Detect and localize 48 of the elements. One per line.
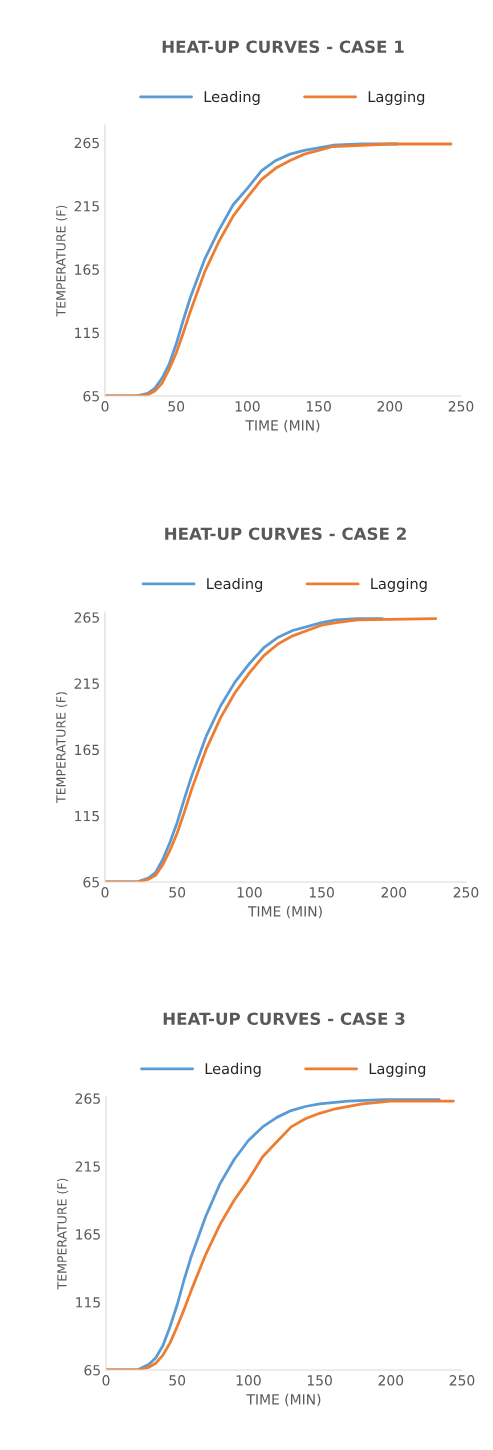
- y-tick-label: 165: [75, 744, 99, 756]
- y-tick-label: 265: [75, 1093, 100, 1104]
- x-tick-label: 100: [237, 887, 262, 898]
- y-tick-label: 65: [84, 1364, 100, 1376]
- x-tick-label: 50: [168, 401, 185, 412]
- x-tick-label: 150: [309, 887, 334, 898]
- x-tick-label: 200: [381, 887, 407, 898]
- y-tick-label: 215: [74, 678, 99, 689]
- legend-label: Lagging: [371, 577, 427, 593]
- x-axis-title: TIME (MIN): [245, 419, 320, 433]
- x-tick-label: 250: [448, 401, 474, 412]
- legend-label: Leading: [205, 1062, 261, 1077]
- y-axis-title: TEMPERATURE (F): [55, 205, 68, 317]
- chart-title: HEAT-UP CURVES - CASE 2: [165, 527, 406, 541]
- y-tick-label: 115: [75, 327, 99, 339]
- legend-label: Leading: [207, 577, 263, 593]
- x-tick-label: 100: [236, 1375, 261, 1386]
- x-tick-label: 0: [102, 1375, 110, 1386]
- y-tick-label: 215: [74, 201, 99, 212]
- y-tick-label: 165: [76, 1229, 100, 1240]
- legend-label: Lagging: [368, 90, 425, 105]
- y-tick-label: 215: [75, 1161, 100, 1172]
- y-axis-title: TEMPERATURE (F): [56, 1178, 69, 1290]
- x-tick-label: 200: [378, 1375, 404, 1386]
- legend-label: Lagging: [369, 1062, 426, 1077]
- legend-label: Leading: [204, 90, 260, 105]
- x-tick-label: 150: [306, 401, 331, 412]
- chart-title: HEAT-UP CURVES - CASE 1: [162, 40, 404, 54]
- x-axis-title: TIME (MIN): [246, 1393, 321, 1407]
- x-tick-label: 200: [377, 401, 403, 412]
- x-tick-label: 150: [307, 1375, 332, 1386]
- x-axis-title: TIME (MIN): [247, 905, 322, 919]
- x-tick-label: 50: [169, 887, 186, 898]
- y-tick-label: 265: [74, 137, 99, 149]
- y-tick-label: 65: [83, 876, 99, 888]
- x-tick-label: 0: [101, 887, 109, 898]
- y-tick-label: 165: [75, 264, 99, 275]
- x-tick-label: 100: [235, 401, 260, 412]
- y-tick-label: 115: [75, 810, 99, 822]
- x-tick-label: 50: [169, 1375, 186, 1386]
- y-tick-label: 115: [76, 1297, 100, 1308]
- x-tick-label: 250: [453, 887, 479, 898]
- x-tick-label: 0: [101, 401, 109, 412]
- y-tick-label: 65: [83, 390, 99, 402]
- y-tick-label: 265: [74, 612, 99, 623]
- chart-title: HEAT-UP CURVES - CASE 3: [163, 1012, 405, 1026]
- x-tick-label: 250: [449, 1375, 475, 1386]
- y-axis-title: TEMPERATURE (F): [55, 692, 68, 803]
